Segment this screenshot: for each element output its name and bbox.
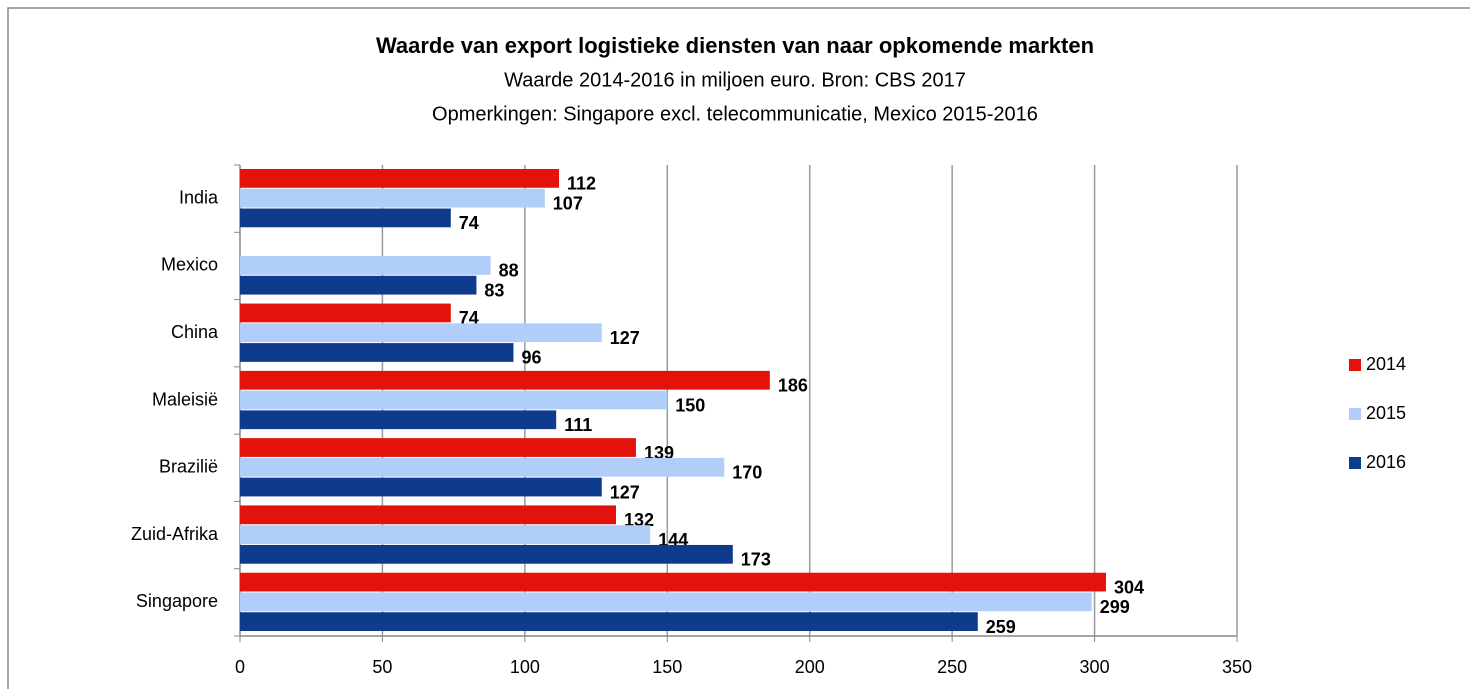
bar [240,410,557,430]
legend-label: 2016 [1366,452,1406,472]
x-tick-label: 0 [235,657,245,677]
bar [240,612,978,631]
y-tick-label: China [171,322,219,342]
x-tick-label: 300 [1080,657,1110,677]
data-label: 96 [521,348,541,368]
legend-label: 2015 [1366,403,1406,423]
bar [240,505,617,525]
bar [240,390,668,410]
data-label: 259 [986,617,1016,637]
data-label: 299 [1100,597,1130,617]
legend-label: 2014 [1366,354,1406,374]
chart-title: Waarde van export logistieke diensten va… [376,33,1094,58]
data-label: 150 [675,395,705,415]
data-label: 170 [732,463,762,483]
x-tick-label: 200 [795,657,825,677]
bar [240,457,725,477]
x-tick-label: 50 [372,657,392,677]
data-label: 111 [564,415,592,435]
bar [240,592,1092,612]
bar [240,169,560,188]
data-label: 127 [610,328,640,348]
data-label: 112 [567,174,596,194]
y-tick-label: Mexico [161,255,218,275]
bar [240,370,770,390]
y-tick-label: Singapore [136,591,218,611]
data-label: 304 [1114,577,1144,597]
data-label: 132 [624,510,654,530]
bar [240,438,636,457]
legend-swatch [1349,359,1361,371]
x-tick-label: 150 [652,657,682,677]
data-label: 139 [644,443,674,463]
x-tick-label: 250 [937,657,967,677]
bar [240,525,651,544]
data-label: 74 [459,213,479,233]
y-tick-label: Maleisië [152,389,218,409]
y-tick-label: India [179,187,219,207]
bar [240,343,514,362]
bar [240,572,1106,592]
x-tick-label: 100 [510,657,540,677]
y-tick-label: Brazilië [159,457,218,477]
bar [240,323,602,343]
chart-subtitle: Waarde 2014-2016 in miljoen euro. Bron: … [504,69,966,91]
bar [240,303,451,323]
data-label: 144 [658,530,688,550]
y-tick-label: Zuid-Afrika [131,524,219,544]
data-label: 83 [484,280,504,300]
legend-swatch [1349,408,1361,420]
x-tick-label: 350 [1222,657,1252,677]
bar [240,477,602,497]
data-label: 74 [459,308,479,328]
chart-subtitle: Opmerkingen: Singapore excl. telecommuni… [432,103,1038,125]
data-label: 107 [553,193,583,213]
bar [240,275,477,295]
bar [240,208,451,228]
bar [240,544,733,564]
bar [240,188,545,208]
data-label: 88 [499,261,519,281]
data-label: 127 [610,482,640,502]
bar [240,256,491,275]
data-label: 186 [778,375,808,395]
legend-swatch [1349,457,1361,469]
data-label: 173 [741,550,771,570]
